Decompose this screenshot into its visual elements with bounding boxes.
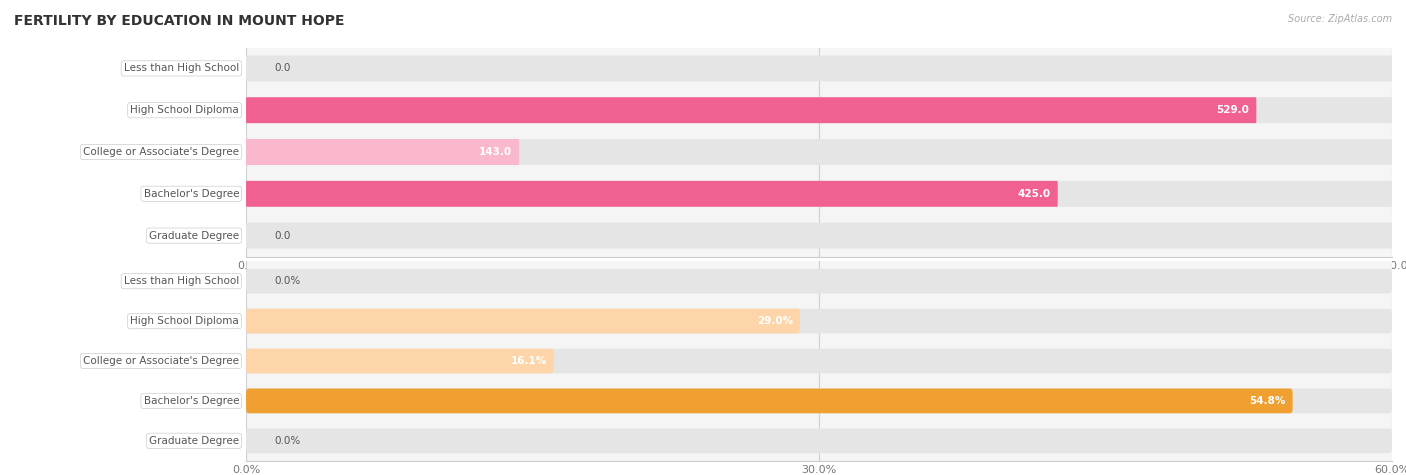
FancyBboxPatch shape [246,389,1392,413]
FancyBboxPatch shape [246,428,1392,453]
FancyBboxPatch shape [246,389,1292,413]
FancyBboxPatch shape [246,215,1392,256]
Text: Graduate Degree: Graduate Degree [149,230,239,241]
Text: Less than High School: Less than High School [124,276,239,286]
FancyBboxPatch shape [246,56,1392,81]
FancyBboxPatch shape [246,173,1392,215]
Text: 0.0: 0.0 [274,63,291,74]
FancyBboxPatch shape [246,309,800,333]
Text: Graduate Degree: Graduate Degree [149,436,239,446]
Text: 0.0%: 0.0% [274,436,301,446]
Text: Bachelor's Degree: Bachelor's Degree [143,396,239,406]
FancyBboxPatch shape [246,261,1392,301]
Text: 0.0: 0.0 [274,230,291,241]
FancyBboxPatch shape [246,309,1392,333]
FancyBboxPatch shape [246,421,1392,461]
FancyBboxPatch shape [246,301,1392,341]
FancyBboxPatch shape [246,139,519,165]
Text: Bachelor's Degree: Bachelor's Degree [143,189,239,199]
FancyBboxPatch shape [246,381,1392,421]
Text: 29.0%: 29.0% [756,316,793,326]
Text: High School Diploma: High School Diploma [131,105,239,115]
Text: 425.0: 425.0 [1018,189,1050,199]
FancyBboxPatch shape [246,97,1257,123]
Text: 143.0: 143.0 [479,147,512,157]
Text: 0.0%: 0.0% [274,276,301,286]
Text: Source: ZipAtlas.com: Source: ZipAtlas.com [1288,14,1392,24]
Text: 16.1%: 16.1% [510,356,547,366]
Text: FERTILITY BY EDUCATION IN MOUNT HOPE: FERTILITY BY EDUCATION IN MOUNT HOPE [14,14,344,28]
FancyBboxPatch shape [246,97,1392,123]
FancyBboxPatch shape [246,349,1392,373]
FancyBboxPatch shape [246,89,1392,131]
Text: High School Diploma: High School Diploma [131,316,239,326]
FancyBboxPatch shape [246,48,1392,89]
FancyBboxPatch shape [246,181,1057,207]
FancyBboxPatch shape [246,269,1392,294]
Text: Less than High School: Less than High School [124,63,239,74]
FancyBboxPatch shape [246,341,1392,381]
FancyBboxPatch shape [246,131,1392,173]
Text: 529.0: 529.0 [1216,105,1250,115]
FancyBboxPatch shape [246,349,554,373]
FancyBboxPatch shape [246,181,1392,207]
FancyBboxPatch shape [246,223,1392,248]
Text: College or Associate's Degree: College or Associate's Degree [83,147,239,157]
Text: College or Associate's Degree: College or Associate's Degree [83,356,239,366]
FancyBboxPatch shape [246,139,1392,165]
Text: 54.8%: 54.8% [1250,396,1285,406]
